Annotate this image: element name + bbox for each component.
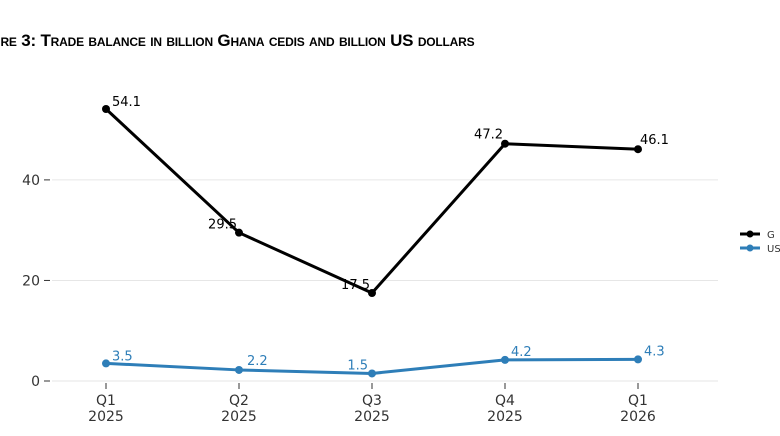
data-point (102, 105, 110, 113)
x-tick-label-quarter: Q4 (495, 393, 515, 409)
x-tick-label-year: 2025 (354, 409, 390, 425)
legend-key-point (746, 230, 754, 238)
series-line-0 (104, 107, 639, 295)
y-axis-ticks: 0 20 40 (22, 173, 50, 390)
x-tick-label-year: 2025 (88, 409, 124, 425)
y-tick-label-0: 0 (31, 374, 40, 390)
data-label: 47.2 (474, 128, 503, 143)
y-tick-label-20: 20 (22, 273, 40, 289)
data-point (235, 365, 243, 374)
series-points (102, 105, 642, 378)
data-labels: 54.1 29.5 17.5 47.2 46.1 3.5 2.2 1.5 4.2 4.3 (112, 95, 669, 373)
series-lines (104, 107, 639, 375)
data-point (235, 228, 243, 237)
x-tick-label-quarter: Q1 (96, 393, 116, 409)
data-label: 17.5 (341, 278, 370, 293)
data-point (368, 369, 376, 378)
data-label: 1.5 (347, 358, 368, 373)
legend-label: G (767, 230, 775, 241)
data-label: 29.5 (208, 218, 237, 233)
data-point (501, 139, 509, 148)
x-tick-label-year: 2025 (221, 409, 257, 425)
data-label: 4.2 (511, 345, 532, 360)
data-point (102, 359, 110, 368)
data-point (634, 145, 642, 154)
data-label: 46.1 (640, 133, 669, 148)
data-label: 4.3 (644, 344, 665, 359)
data-point (634, 355, 642, 364)
legend-label: US (767, 244, 780, 255)
legend-key-point (746, 244, 754, 252)
data-label: 54.1 (112, 95, 141, 110)
x-tick-label-quarter: Q3 (362, 393, 382, 409)
x-tick-label-year: 2026 (620, 409, 656, 425)
x-tick-label-quarter: Q1 (628, 393, 648, 409)
data-label: 3.5 (112, 349, 133, 364)
legend: G US (740, 230, 780, 255)
data-point (368, 289, 376, 298)
data-label: 2.2 (247, 354, 268, 369)
y-tick-label-40: 40 (22, 173, 40, 189)
x-tick-label-quarter: Q2 (229, 393, 249, 409)
data-point (501, 355, 509, 364)
chart-title: ure 3: Trade balance in billion Ghana ce… (0, 31, 475, 50)
x-tick-label-year: 2025 (487, 409, 523, 425)
